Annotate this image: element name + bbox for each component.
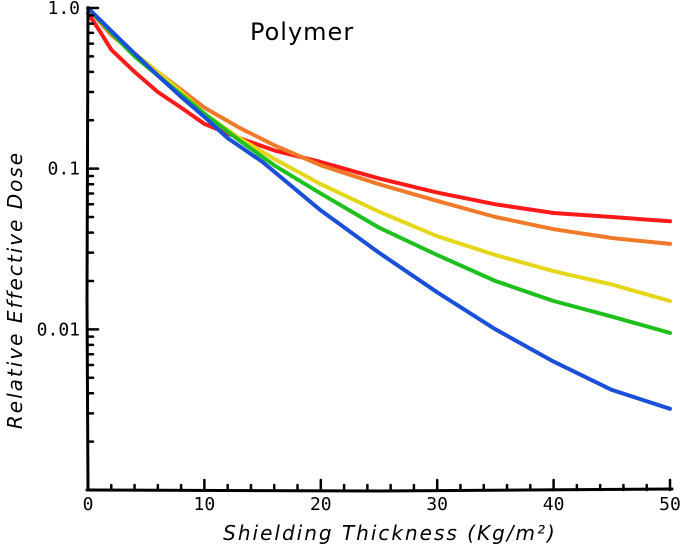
- y-axis-line: [85, 6, 90, 492]
- axes-layer: [85, 6, 674, 493]
- labels-layer: Polymer Shielding Thickness (Kg/m²) Rela…: [3, 0, 681, 545]
- series-line-5: [86, 6, 672, 411]
- x-tick-label: 50: [659, 494, 681, 515]
- y-tick-label: 0.01: [37, 319, 80, 340]
- series-line-1: [86, 11, 672, 224]
- x-axis-line: [85, 487, 674, 493]
- y-tick-label: 1.0: [47, 0, 80, 19]
- x-axis-title: Shielding Thickness (Kg/m²): [223, 521, 557, 545]
- x-tick-label: 0: [83, 494, 94, 515]
- series-line-3: [86, 6, 672, 303]
- series-line-4: [86, 6, 672, 335]
- x-tick-label: 10: [194, 494, 216, 515]
- x-tick-label: 20: [310, 494, 332, 515]
- ticks-layer: [86, 6, 672, 492]
- y-axis-title: Relative Effective Dose: [3, 151, 27, 429]
- series-layer: [86, 6, 672, 411]
- x-tick-label: 40: [543, 494, 565, 515]
- series-line-2: [86, 6, 672, 246]
- y-tick-label: 0.1: [47, 159, 80, 180]
- chart-title: Polymer: [250, 18, 354, 46]
- x-tick-label: 30: [426, 494, 448, 515]
